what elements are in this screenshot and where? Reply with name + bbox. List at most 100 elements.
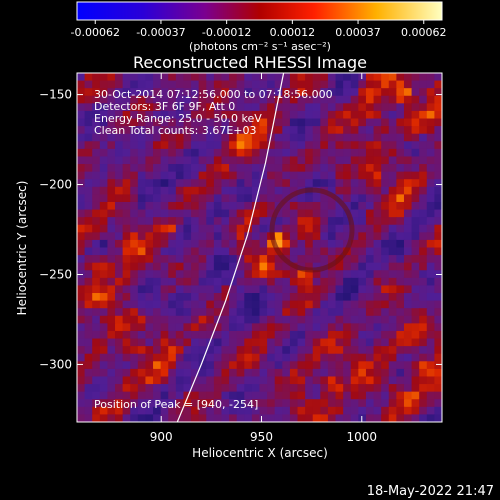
heatmap-cell bbox=[358, 384, 367, 393]
heatmap-cell bbox=[107, 110, 116, 120]
heatmap-cell bbox=[358, 270, 367, 279]
heatmap-cell bbox=[198, 255, 207, 264]
heatmap-cell bbox=[312, 217, 321, 226]
heatmap-cell bbox=[297, 73, 306, 82]
heatmap-cell bbox=[267, 95, 276, 104]
heatmap-cell bbox=[236, 368, 245, 378]
heatmap-cell bbox=[213, 133, 223, 142]
heatmap-cell bbox=[92, 88, 101, 97]
heatmap-cell bbox=[221, 262, 230, 271]
heatmap-cell bbox=[84, 239, 93, 249]
heatmap-cell bbox=[92, 353, 101, 362]
heatmap-cell bbox=[206, 308, 215, 317]
heatmap-cell bbox=[396, 338, 405, 347]
heatmap-cell bbox=[327, 285, 337, 294]
heatmap-cell bbox=[175, 308, 185, 317]
heatmap-cell bbox=[403, 376, 413, 385]
heatmap-cell bbox=[244, 95, 253, 104]
heatmap-cell bbox=[396, 148, 405, 158]
heatmap-cell bbox=[145, 80, 154, 89]
heatmap-cell bbox=[259, 399, 268, 408]
heatmap-cell bbox=[130, 376, 139, 385]
heatmap-cell bbox=[92, 270, 101, 279]
heatmap-cell bbox=[84, 391, 93, 400]
heatmap-cell bbox=[115, 323, 124, 332]
heatmap-cell bbox=[153, 255, 162, 264]
heatmap-cell bbox=[77, 277, 86, 287]
heatmap-cell bbox=[130, 232, 139, 241]
heatmap-cell bbox=[297, 126, 306, 135]
heatmap-cell bbox=[350, 80, 359, 89]
heatmap-cell bbox=[267, 376, 276, 385]
heatmap-cell bbox=[343, 338, 352, 347]
heatmap-cell bbox=[320, 224, 329, 233]
heatmap-cell bbox=[206, 88, 215, 97]
heatmap-cell bbox=[335, 270, 344, 279]
heatmap-cell bbox=[183, 73, 192, 82]
heatmap-cell bbox=[145, 262, 154, 271]
heatmap-cell bbox=[267, 323, 276, 332]
heatmap-cell bbox=[213, 179, 223, 188]
heatmap-cell bbox=[289, 399, 299, 408]
heatmap-cell bbox=[312, 179, 321, 188]
heatmap-cell bbox=[221, 308, 230, 317]
heatmap-cell bbox=[358, 110, 367, 120]
heatmap-cell bbox=[320, 270, 329, 279]
heatmap-cell bbox=[213, 224, 223, 233]
heatmap-cell bbox=[153, 164, 162, 173]
heatmap-cell bbox=[305, 171, 314, 180]
heatmap-cell bbox=[365, 338, 375, 347]
heatmap-cell bbox=[206, 315, 215, 324]
heatmap-cell bbox=[175, 255, 185, 264]
heatmap-cell bbox=[259, 186, 268, 195]
heatmap-cell bbox=[213, 384, 223, 393]
heatmap-cell bbox=[229, 414, 238, 422]
heatmap-cell bbox=[168, 384, 177, 393]
heatmap-cell bbox=[213, 209, 223, 218]
heatmap-cell bbox=[297, 391, 306, 400]
heatmap-cell bbox=[419, 95, 428, 104]
heatmap-cell bbox=[403, 156, 413, 165]
heatmap-cell bbox=[244, 118, 253, 127]
heatmap-cell bbox=[312, 148, 321, 158]
heatmap-cell bbox=[305, 315, 314, 324]
heatmap-cell bbox=[206, 361, 215, 370]
heatmap-cell bbox=[99, 406, 109, 416]
heatmap-cell bbox=[251, 209, 261, 218]
heatmap-cell bbox=[381, 73, 390, 82]
heatmap-cell bbox=[115, 391, 124, 400]
heatmap-cell bbox=[419, 346, 428, 355]
heatmap-cell bbox=[396, 391, 405, 400]
heatmap-cell bbox=[282, 95, 291, 104]
heatmap-cell bbox=[267, 399, 276, 408]
heatmap-cell bbox=[274, 194, 283, 203]
heatmap-cell bbox=[191, 164, 200, 173]
heatmap-cell bbox=[84, 247, 93, 256]
heatmap-cell bbox=[343, 300, 352, 309]
heatmap-cell bbox=[175, 406, 185, 416]
heatmap-cell bbox=[365, 247, 375, 256]
heatmap-cell bbox=[92, 300, 101, 309]
heatmap-cell bbox=[320, 156, 329, 165]
heatmap-cell bbox=[244, 270, 253, 279]
heatmap-cell bbox=[145, 255, 154, 264]
heatmap-cell bbox=[153, 171, 162, 180]
heatmap-cell bbox=[403, 414, 413, 422]
heatmap-cell bbox=[381, 179, 390, 188]
heatmap-cell bbox=[434, 406, 442, 416]
heatmap-cell bbox=[213, 156, 223, 165]
heatmap-cell bbox=[236, 209, 245, 218]
heatmap-cell bbox=[221, 80, 230, 89]
heatmap-cell bbox=[312, 232, 321, 241]
heatmap-cell bbox=[198, 201, 207, 211]
heatmap-cell bbox=[381, 270, 390, 279]
heatmap-cell bbox=[122, 255, 131, 264]
heatmap-cell bbox=[213, 95, 223, 104]
heatmap-cell bbox=[403, 201, 413, 211]
heatmap-cell bbox=[343, 384, 352, 393]
heatmap-cell bbox=[229, 315, 238, 324]
heatmap-cell bbox=[434, 201, 442, 211]
heatmap-cell bbox=[419, 247, 428, 256]
heatmap-cell bbox=[358, 368, 367, 378]
heatmap-cell bbox=[99, 224, 109, 233]
